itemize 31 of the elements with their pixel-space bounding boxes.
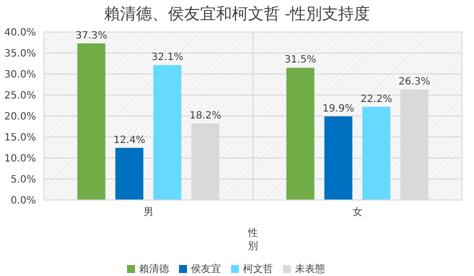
legend-label: 柯文哲 xyxy=(243,264,273,275)
x-tick-label: 女 xyxy=(352,206,362,218)
data-label: 19.9% xyxy=(322,103,354,114)
bar xyxy=(362,106,390,200)
x-tick-label: 男 xyxy=(144,207,154,218)
data-label: 22.2% xyxy=(360,94,392,105)
bar xyxy=(77,43,106,200)
data-label: 32.1% xyxy=(151,52,184,64)
legend-label: 侯友宜 xyxy=(191,264,221,275)
y-tick-label: 15.0% xyxy=(4,132,36,144)
y-tick-label: 5.0% xyxy=(10,174,36,186)
bar xyxy=(115,148,144,200)
chart-title: 賴清德、侯友宜和柯文哲 -性別支持度 xyxy=(102,4,372,25)
data-label: 18.2% xyxy=(189,110,222,122)
y-tick-label: 25.0% xyxy=(4,90,36,102)
x-axis-title: 性別 xyxy=(247,227,258,252)
y-tick-label: 30.0% xyxy=(4,70,36,81)
y-tick-label: 35.0% xyxy=(4,48,36,60)
legend-label: 賴清德 xyxy=(139,264,169,275)
bar xyxy=(153,65,182,200)
y-tick-label: 0.0% xyxy=(10,196,36,207)
y-tick-label: 10.0% xyxy=(4,154,36,165)
data-label: 31.5% xyxy=(284,54,316,66)
legend-label: 未表態 xyxy=(295,264,325,275)
data-label: 37.3% xyxy=(75,30,108,42)
bar xyxy=(286,68,314,200)
data-label: 12.4% xyxy=(113,134,146,146)
y-tick-label: 20.0% xyxy=(4,112,36,123)
y-tick-label: 40.0% xyxy=(4,28,36,39)
data-label: 26.3% xyxy=(398,76,430,88)
bar xyxy=(324,116,352,200)
